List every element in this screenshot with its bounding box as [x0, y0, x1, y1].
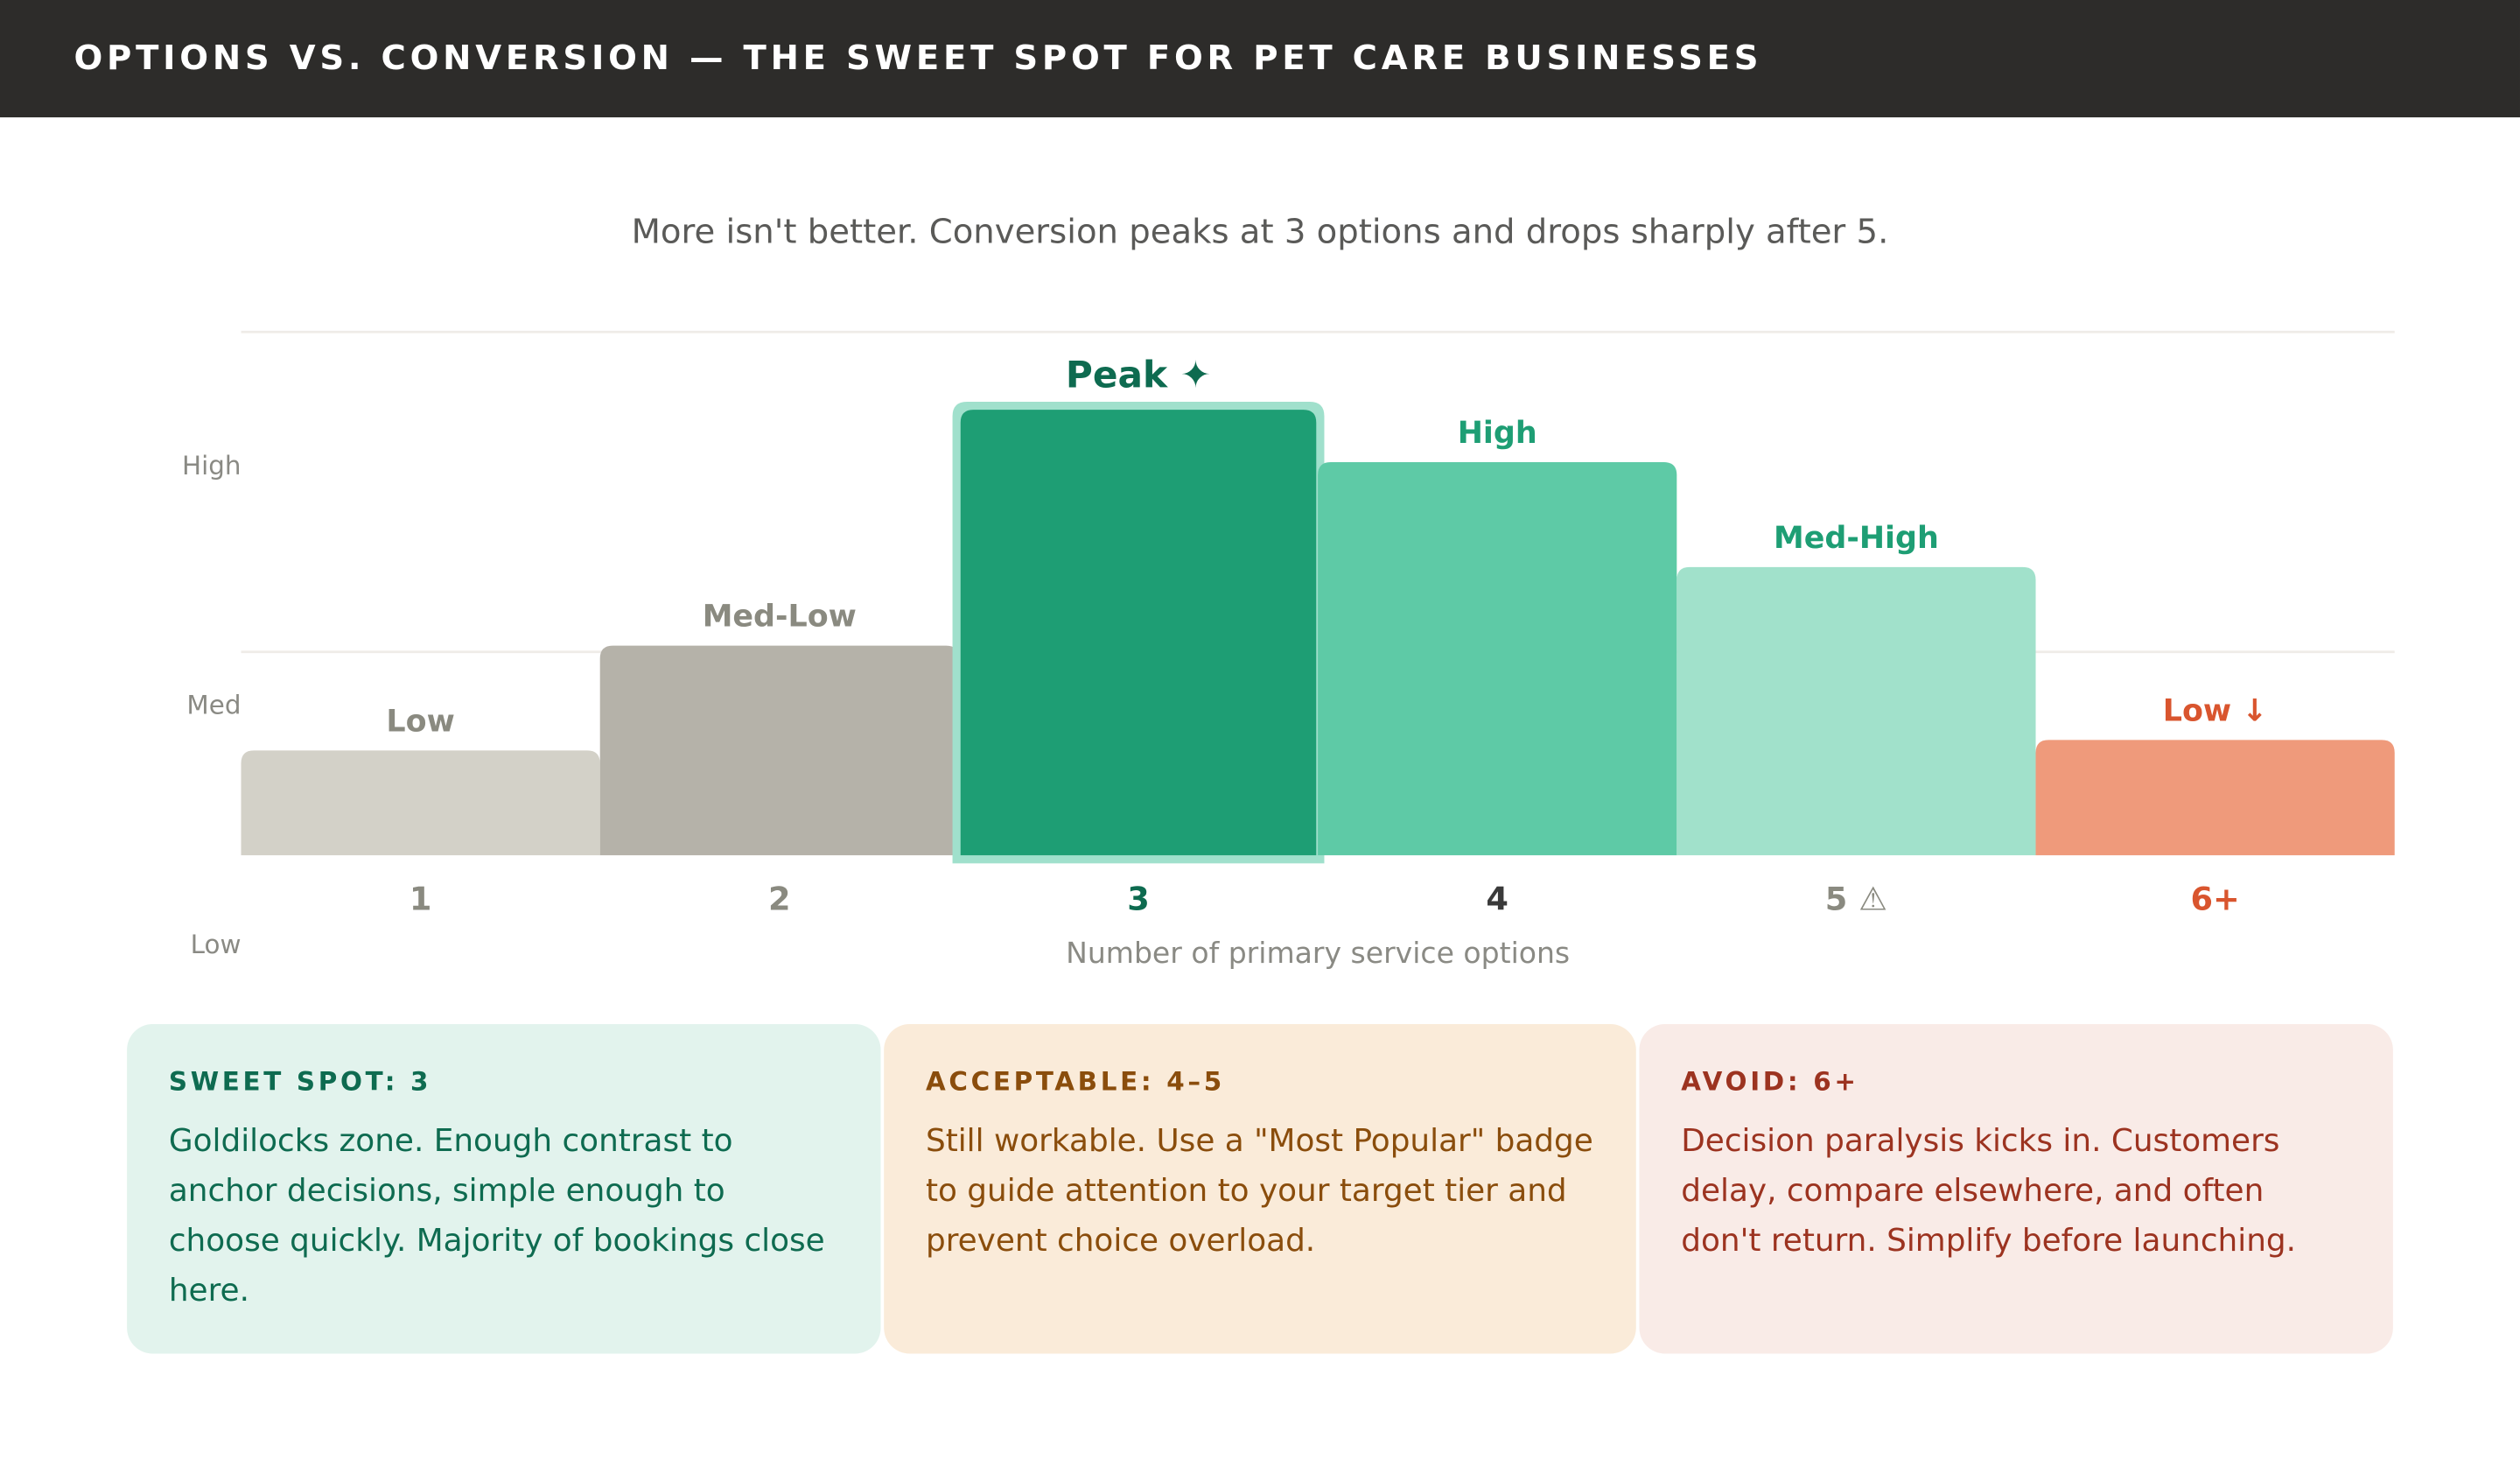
bar-chart: High Med Low Low 1 Med-Low 2 Peak ✦ 3 High 4 Med… [182, 330, 2395, 970]
page-title: OPTIONS VS. CONVERSION — THE SWEET SPOT … [74, 39, 1763, 78]
card-body: Still workable. Use a "Most Popular" bad… [925, 1122, 1593, 1260]
data-label-6: Low ↓ [2163, 693, 2268, 728]
header-bar: OPTIONS VS. CONVERSION — THE SWEET SPOT … [0, 0, 2520, 118]
card-title: AVOID: 6+ [1681, 1065, 1859, 1097]
data-label-4: High [1458, 416, 1537, 451]
x-tick-label-5: 5 ⚠ [1825, 881, 1887, 918]
subtitle: More isn't better. Conversion peaks at 3… [631, 212, 1889, 251]
card-body: Decision paralysis kicks in. Customers d… [1681, 1122, 2297, 1260]
y-tick-label-med: Med [186, 691, 241, 720]
data-label-3: Peak ✦ [1066, 353, 1211, 396]
x-tick-label-2: 2 [768, 881, 791, 918]
bar-5 [1676, 566, 2036, 856]
x-tick-label-6: 6+ [2190, 881, 2239, 918]
bar-1 [241, 750, 600, 856]
bar-2 [599, 645, 959, 856]
x-axis-label: Number of primary service options [1066, 936, 1570, 970]
bar-4 [1318, 462, 1677, 856]
card-sweet-spot: SWEET SPOT: 3 Goldilocks zone. Enough co… [127, 1023, 881, 1354]
data-label-2: Med-Low [703, 600, 857, 635]
card-title: ACCEPTABLE: 4–5 [925, 1065, 1225, 1097]
bar-6 [2035, 740, 2395, 856]
card-avoid: AVOID: 6+ Decision paralysis kicks in. C… [1639, 1023, 2393, 1354]
data-label-1: Low [386, 704, 454, 739]
x-tick-label-4: 4 [1486, 881, 1508, 918]
y-tick-label-high: High [182, 451, 242, 481]
card-title: SWEET SPOT: 3 [168, 1065, 432, 1097]
bar-3 [960, 410, 1317, 856]
x-tick-label-3: 3 [1127, 881, 1150, 918]
x-tick-label-1: 1 [410, 881, 432, 918]
card-acceptable: ACCEPTABLE: 4–5 Still workable. Use a "M… [884, 1023, 1636, 1354]
data-label-5: Med-High [1774, 521, 1939, 556]
card-body: Goldilocks zone. Enough contrast to anch… [168, 1122, 825, 1309]
y-tick-label-low: Low [191, 930, 242, 959]
